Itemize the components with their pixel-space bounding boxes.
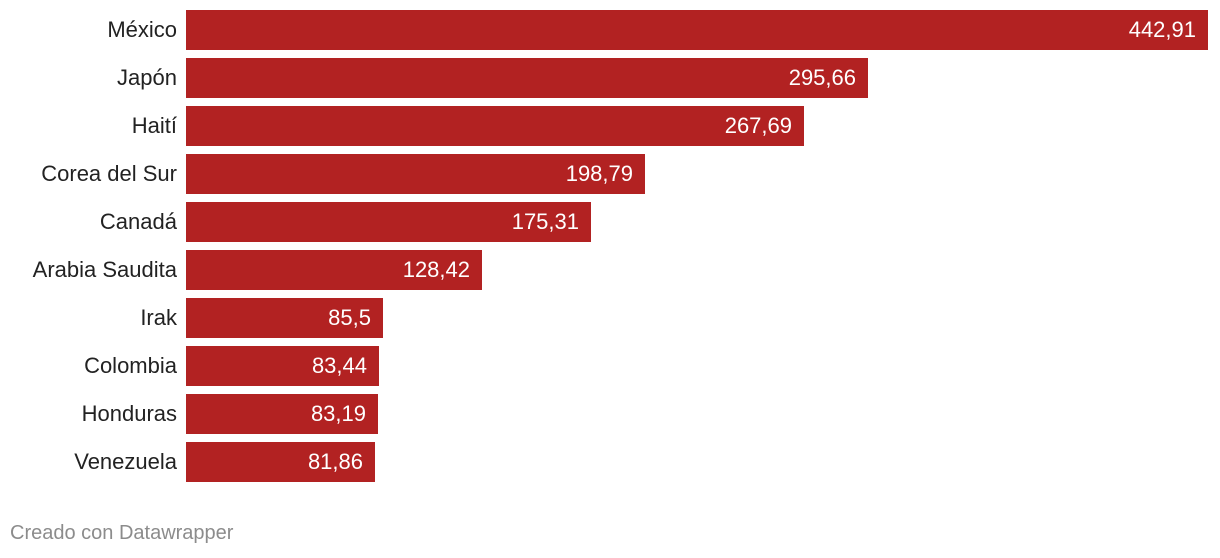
value-label: 442,91	[1128, 17, 1196, 42]
category-label: Corea del Sur	[41, 161, 177, 186]
value-label: 198,79	[565, 161, 633, 186]
bar	[186, 298, 383, 338]
value-label: 267,69	[724, 113, 792, 138]
bar	[186, 202, 591, 242]
credit-footer: Creado con Datawrapper	[10, 522, 234, 544]
value-label: 128,42	[402, 257, 470, 282]
bar-chart: México 442,91 Japón 295,66 Haití 267,69 Corea …	[32, 10, 1208, 482]
value-label: 85,5	[328, 305, 371, 330]
bar	[186, 442, 375, 482]
value-label: 175,31	[511, 209, 579, 234]
bar	[186, 106, 804, 146]
value-label: 83,19	[310, 401, 366, 426]
value-label: 81,86	[307, 449, 363, 474]
category-label: Arabia Saudita	[32, 257, 177, 282]
value-label: 295,66	[788, 65, 856, 90]
category-label: Japón	[117, 65, 177, 90]
category-label: Irak	[140, 305, 177, 330]
bar	[186, 346, 379, 386]
bar	[186, 154, 645, 194]
value-label: 83,44	[311, 353, 367, 378]
category-label: Venezuela	[74, 449, 177, 474]
bar	[186, 10, 1208, 50]
category-label: Canadá	[99, 209, 177, 234]
bar	[186, 394, 378, 434]
category-label: México	[107, 17, 177, 42]
category-label: Honduras	[81, 401, 177, 426]
category-label: Colombia	[84, 353, 177, 378]
bar	[186, 250, 482, 290]
bar	[186, 58, 868, 98]
category-label: Haití	[131, 113, 177, 138]
